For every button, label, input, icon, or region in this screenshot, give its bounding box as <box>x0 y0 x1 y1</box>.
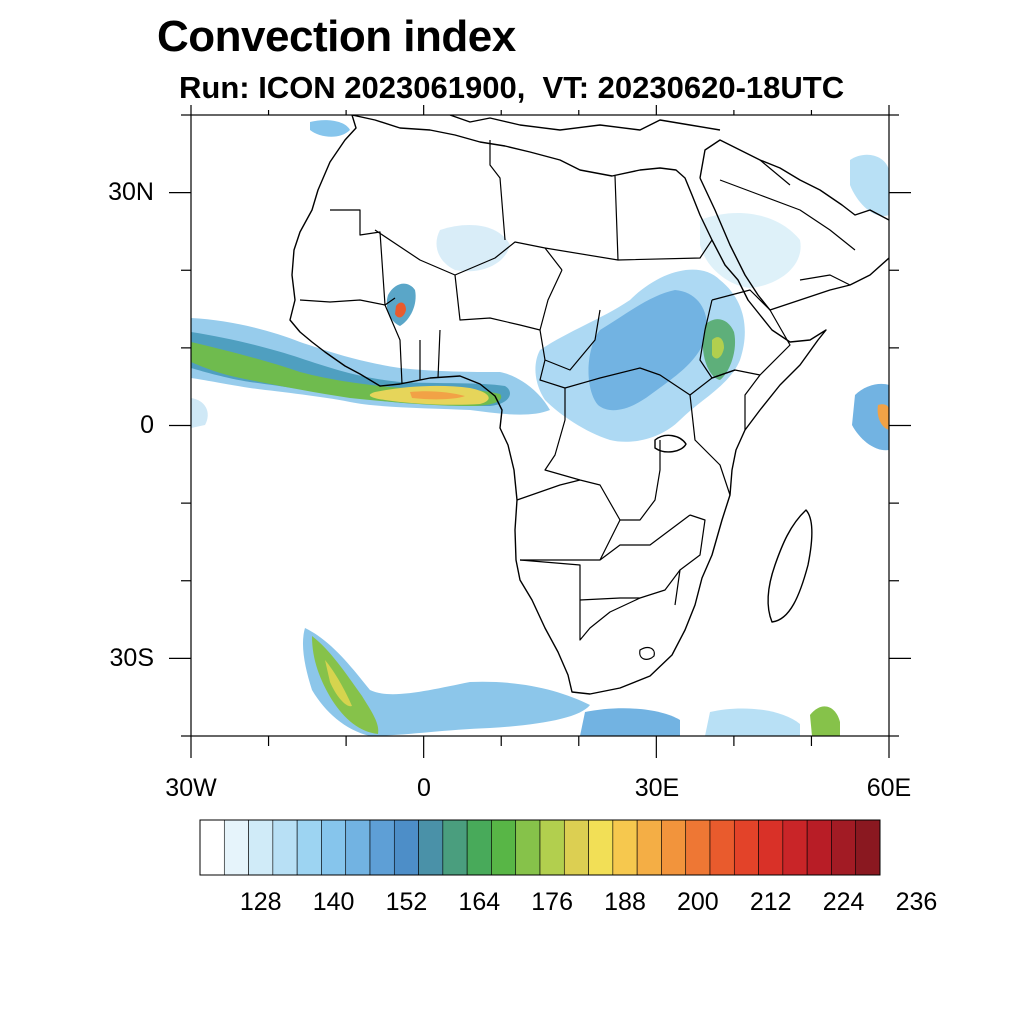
colorbar-swatch <box>806 819 832 876</box>
field-sahara-faint <box>436 225 510 272</box>
colorbar-label: 128 <box>239 888 282 916</box>
colorbar-swatch <box>661 819 687 876</box>
field-south-atlantic-inner <box>325 660 352 707</box>
field-northeast-edge <box>850 154 889 216</box>
madagascar <box>767 509 813 623</box>
lat-label-0: 0 <box>140 411 154 439</box>
border-lesotho <box>639 646 655 660</box>
colorbar <box>199 819 881 876</box>
colorbar-swatch <box>588 819 614 876</box>
colorbar-swatch <box>345 819 371 876</box>
colorbar-swatch <box>855 819 881 876</box>
coastline-layer <box>289 115 889 695</box>
field-north-edge <box>310 120 350 137</box>
border-libya-egypt <box>544 175 619 261</box>
field-south-band-3 <box>705 708 800 736</box>
border-sahara-west <box>330 209 396 306</box>
field-atlantic-west <box>191 398 208 428</box>
colorbar-label: 176 <box>531 888 573 916</box>
africa-coastline <box>289 115 827 695</box>
lake-victoria <box>654 434 687 453</box>
field-south-atlantic-green <box>312 636 379 734</box>
field-indian-ocean-core <box>877 404 889 430</box>
chart-title: Convection index <box>157 12 516 61</box>
lat-label-30n: 30N <box>108 178 154 206</box>
colorbar-swatch <box>393 819 419 876</box>
field-arabia-faint <box>700 212 801 288</box>
colorbar-swatch <box>466 819 492 876</box>
colorbar-swatch <box>515 819 541 876</box>
colorbar-swatch <box>782 819 808 876</box>
border-drc <box>544 388 661 521</box>
colorbar-swatch <box>199 819 225 876</box>
colorbar-swatch <box>539 819 565 876</box>
mediterranean-coast <box>449 115 721 131</box>
colorbar-swatch <box>636 819 662 876</box>
field-south-band-2 <box>580 708 680 736</box>
colorbar-swatch <box>296 819 322 876</box>
colorbar-label: 200 <box>676 888 719 916</box>
border-west-coast <box>299 299 441 385</box>
field-south-band-4 <box>810 706 840 736</box>
border-nigeria <box>454 274 541 331</box>
border-layer <box>299 140 856 660</box>
colorbar-frame <box>199 819 881 876</box>
colorbar-label: 188 <box>604 888 646 916</box>
colorbar-swatch <box>758 819 784 876</box>
lon-label-60e: 60E <box>866 774 912 802</box>
border-tanzania <box>689 394 731 496</box>
colorbar-swatch <box>491 819 517 876</box>
lon-label-30w: 30W <box>165 774 217 802</box>
colorbar-swatch <box>563 819 589 876</box>
colorbar-swatch <box>685 819 711 876</box>
border-namibia <box>519 559 641 641</box>
lon-label-30e: 30E <box>634 774 680 802</box>
field-central-africa-mid <box>588 290 707 411</box>
colorbar-swatch <box>418 819 444 876</box>
colorbar-label: 152 <box>385 888 428 916</box>
colorbar-swatch <box>248 819 274 876</box>
convection-field-layer <box>191 120 889 736</box>
border-somalia <box>744 374 761 430</box>
field-west-africa-orange <box>410 391 465 400</box>
field-indian-ocean <box>852 383 889 451</box>
border-arabia <box>719 159 856 286</box>
tick-marks <box>169 105 911 758</box>
border-ethiopia <box>699 289 791 379</box>
border-sudan <box>617 239 713 261</box>
colorbar-swatch <box>831 819 857 876</box>
colorbar-swatch <box>612 819 638 876</box>
field-south-atlantic-outer <box>302 628 590 736</box>
colorbar-label: 212 <box>749 888 792 916</box>
chart-subtitle: Run: ICON 2023061900, VT: 20230620-18UTC <box>179 70 845 105</box>
colorbar-swatch <box>442 819 468 876</box>
border-central-south <box>539 359 736 396</box>
field-mali-core <box>395 302 406 318</box>
colorbar-swatch <box>709 819 735 876</box>
lon-label-0: 0 <box>417 774 431 802</box>
field-ethiopia-core <box>712 337 724 359</box>
colorbar-swatch <box>733 819 759 876</box>
colorbar-label: 164 <box>458 888 501 916</box>
lat-label-30s: 30S <box>109 644 154 672</box>
colorbar-label: 140 <box>312 888 355 916</box>
map-frame <box>190 114 890 737</box>
border-botswana <box>579 569 681 601</box>
colorbar-label: 236 <box>895 888 938 916</box>
border-mozambique <box>674 514 706 606</box>
colorbar-swatch <box>272 819 298 876</box>
border-zambia <box>599 514 691 561</box>
border-algeria-libya <box>489 140 506 241</box>
colorbar-swatch <box>369 819 395 876</box>
colorbar-label: 224 <box>822 888 865 916</box>
colorbar-swatch <box>223 819 249 876</box>
colorbar-swatch <box>321 819 347 876</box>
